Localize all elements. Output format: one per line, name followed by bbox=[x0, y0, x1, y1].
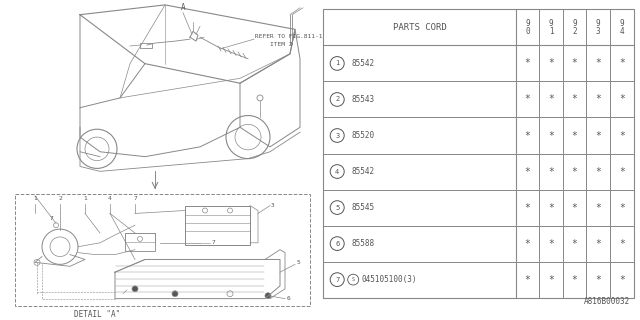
Text: *: * bbox=[548, 94, 554, 104]
Text: *: * bbox=[595, 275, 601, 284]
Text: 6: 6 bbox=[335, 241, 339, 247]
Text: 1: 1 bbox=[335, 60, 339, 67]
Text: 4: 4 bbox=[108, 196, 112, 201]
Text: 045105100(3): 045105100(3) bbox=[361, 275, 417, 284]
Text: 85545: 85545 bbox=[351, 203, 374, 212]
Text: *: * bbox=[595, 94, 601, 104]
Text: PARTS CORD: PARTS CORD bbox=[392, 23, 446, 32]
Text: *: * bbox=[525, 203, 531, 212]
Text: *: * bbox=[572, 203, 577, 212]
Text: *: * bbox=[548, 131, 554, 140]
Text: *: * bbox=[619, 166, 625, 177]
Text: *: * bbox=[572, 59, 577, 68]
Text: *: * bbox=[595, 203, 601, 212]
Text: *: * bbox=[525, 94, 531, 104]
Text: *: * bbox=[619, 275, 625, 284]
Text: 85588: 85588 bbox=[351, 239, 374, 248]
Text: *: * bbox=[595, 166, 601, 177]
Text: *: * bbox=[572, 131, 577, 140]
Text: DETAIL "A": DETAIL "A" bbox=[74, 310, 121, 319]
Text: 85542: 85542 bbox=[351, 167, 374, 176]
Text: 7: 7 bbox=[335, 276, 339, 283]
Text: *: * bbox=[525, 275, 531, 284]
Text: 9
3: 9 3 bbox=[596, 19, 600, 36]
Text: *: * bbox=[619, 131, 625, 140]
Text: 85520: 85520 bbox=[351, 131, 374, 140]
Text: *: * bbox=[525, 59, 531, 68]
Text: *: * bbox=[525, 131, 531, 140]
Text: *: * bbox=[548, 166, 554, 177]
Bar bbox=[125, 233, 155, 251]
Text: 85543: 85543 bbox=[351, 95, 374, 104]
Bar bbox=[125, 233, 155, 242]
Text: *: * bbox=[572, 166, 577, 177]
Text: 9
4: 9 4 bbox=[620, 19, 624, 36]
Text: 9
2: 9 2 bbox=[572, 19, 577, 36]
Text: *: * bbox=[525, 166, 531, 177]
Text: 1: 1 bbox=[83, 196, 87, 201]
Text: *: * bbox=[548, 203, 554, 212]
Circle shape bbox=[172, 291, 178, 297]
Text: *: * bbox=[548, 275, 554, 284]
Text: *: * bbox=[619, 59, 625, 68]
Text: S: S bbox=[352, 277, 355, 282]
Text: *: * bbox=[572, 239, 577, 249]
Bar bbox=[15, 194, 310, 307]
Text: 7: 7 bbox=[212, 240, 216, 245]
Text: *: * bbox=[619, 203, 625, 212]
Text: *: * bbox=[619, 239, 625, 249]
Text: 9
0: 9 0 bbox=[525, 19, 530, 36]
Text: *: * bbox=[548, 59, 554, 68]
Text: *: * bbox=[595, 131, 601, 140]
Text: 85542: 85542 bbox=[351, 59, 374, 68]
Text: 2: 2 bbox=[58, 196, 62, 201]
Text: ITEM 2: ITEM 2 bbox=[255, 42, 292, 47]
Text: 9
1: 9 1 bbox=[548, 19, 554, 36]
Text: 1: 1 bbox=[33, 196, 37, 201]
Text: 4: 4 bbox=[335, 169, 339, 174]
Text: 7: 7 bbox=[133, 196, 137, 201]
Text: 7: 7 bbox=[50, 216, 54, 221]
Text: REFER TO FIG.811-1: REFER TO FIG.811-1 bbox=[255, 34, 323, 39]
Bar bbox=[323, 9, 634, 298]
Text: 3: 3 bbox=[335, 132, 339, 139]
Text: *: * bbox=[572, 94, 577, 104]
Bar bbox=[185, 206, 250, 245]
Text: 5: 5 bbox=[335, 204, 339, 211]
Text: *: * bbox=[619, 94, 625, 104]
Text: *: * bbox=[525, 239, 531, 249]
Text: 3: 3 bbox=[271, 203, 275, 208]
Bar bbox=[140, 43, 152, 48]
Circle shape bbox=[132, 286, 138, 292]
Text: 2: 2 bbox=[335, 96, 339, 102]
Text: *: * bbox=[548, 239, 554, 249]
Text: *: * bbox=[572, 275, 577, 284]
Circle shape bbox=[265, 293, 271, 299]
Text: *: * bbox=[595, 239, 601, 249]
Text: 6: 6 bbox=[287, 296, 291, 301]
Text: *: * bbox=[595, 59, 601, 68]
Text: A816B00032: A816B00032 bbox=[584, 298, 630, 307]
Text: 5: 5 bbox=[297, 260, 301, 265]
Text: A: A bbox=[180, 3, 186, 12]
